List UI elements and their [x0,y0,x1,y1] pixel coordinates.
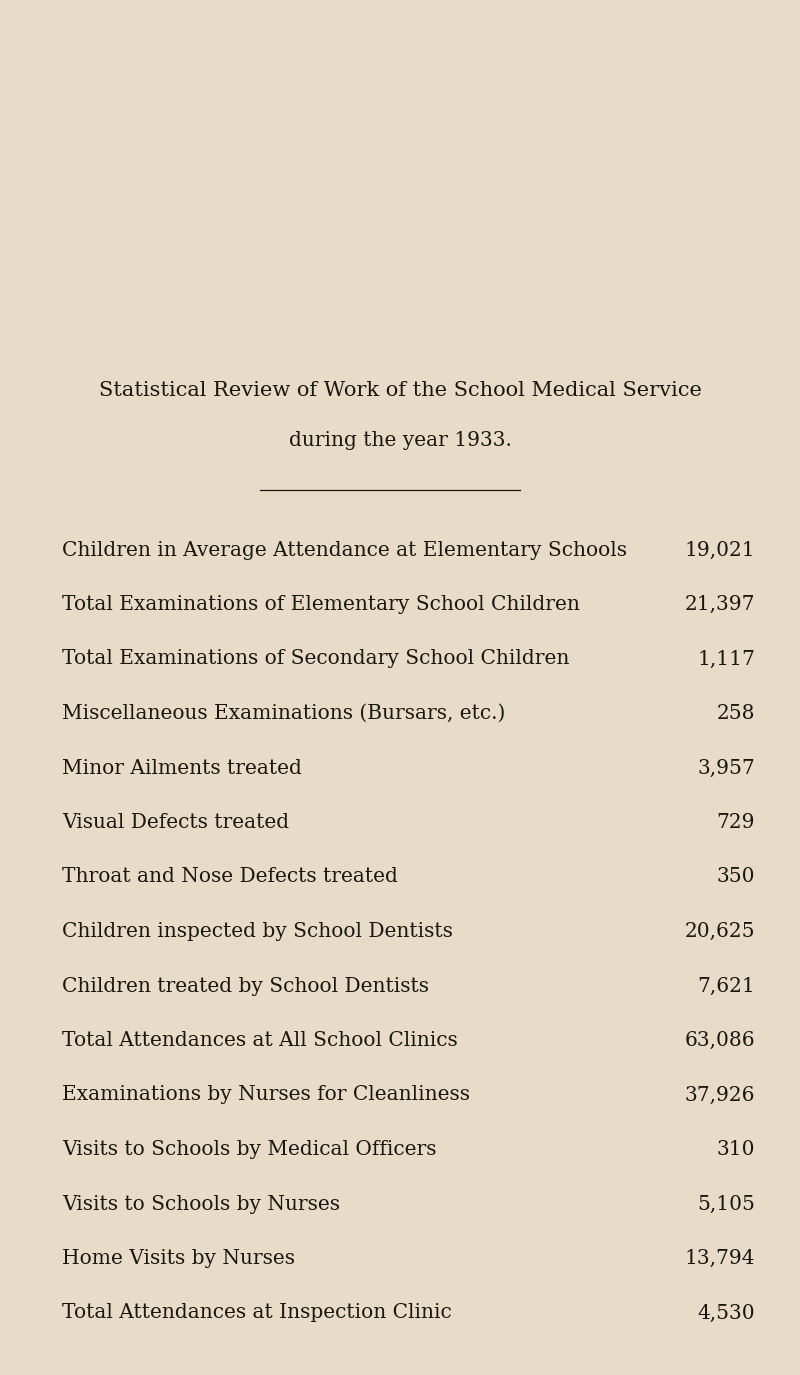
Text: 350: 350 [717,868,755,887]
Text: 13,794: 13,794 [685,1248,755,1268]
Text: 5,105: 5,105 [697,1195,755,1214]
Text: Children in Average Attendance at Elementary Schools: Children in Average Attendance at Elemen… [62,540,627,560]
Text: Total Examinations of Secondary School Children: Total Examinations of Secondary School C… [62,649,570,668]
Text: Visual Defects treated: Visual Defects treated [62,813,289,832]
Text: Statistical Review of Work of the School Medical Service: Statistical Review of Work of the School… [98,381,702,400]
Text: 7,621: 7,621 [698,976,755,996]
Text: Visits to Schools by Nurses: Visits to Schools by Nurses [62,1195,340,1214]
Text: 63,086: 63,086 [684,1031,755,1050]
Text: 3,957: 3,957 [698,759,755,777]
Text: Visits to Schools by Medical Officers: Visits to Schools by Medical Officers [62,1140,437,1159]
Text: Throat and Nose Defects treated: Throat and Nose Defects treated [62,868,398,887]
Text: Total Attendances at Inspection Clinic: Total Attendances at Inspection Clinic [62,1304,452,1323]
Text: Children inspected by School Dentists: Children inspected by School Dentists [62,923,453,940]
Text: Examinations by Nurses for Cleanliness: Examinations by Nurses for Cleanliness [62,1085,470,1104]
Text: 37,926: 37,926 [685,1085,755,1104]
Text: 310: 310 [717,1140,755,1159]
Text: 21,397: 21,397 [685,595,755,615]
Text: 1,117: 1,117 [697,649,755,668]
Text: 729: 729 [717,813,755,832]
Text: 20,625: 20,625 [685,923,755,940]
Text: 19,021: 19,021 [684,540,755,560]
Text: Total Attendances at All School Clinics: Total Attendances at All School Clinics [62,1031,458,1050]
Text: 258: 258 [717,704,755,723]
Text: Minor Ailments treated: Minor Ailments treated [62,759,302,777]
Text: Home Visits by Nurses: Home Visits by Nurses [62,1248,295,1268]
Text: Miscellaneous Examinations (Bursars, etc.): Miscellaneous Examinations (Bursars, etc… [62,704,506,723]
Text: Total Examinations of Elementary School Children: Total Examinations of Elementary School … [62,595,580,615]
Text: 4,530: 4,530 [698,1304,755,1323]
Text: Children treated by School Dentists: Children treated by School Dentists [62,976,429,996]
Text: during the year 1933.: during the year 1933. [289,430,511,450]
